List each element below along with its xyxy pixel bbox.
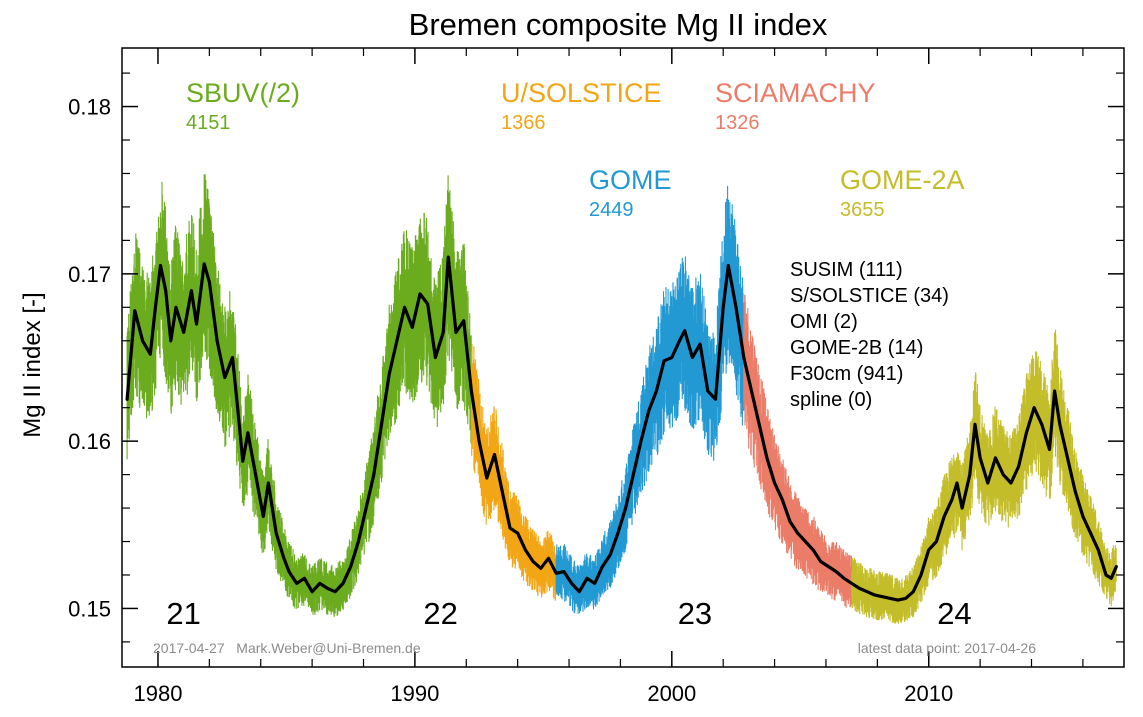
other-source-item: S/SOLSTICE (34)	[790, 285, 949, 307]
other-source-item: GOME-2B (14)	[790, 337, 923, 359]
instrument-count-gome-2a: 3655	[840, 199, 885, 221]
y-tick-label-3: 0.18	[68, 95, 111, 120]
instrument-count-u-solstice: 1366	[501, 112, 546, 134]
instrument-count-sbuv-2-: 4151	[186, 112, 231, 134]
cycle-label-24: 24	[937, 596, 971, 631]
x-tick-label-2000: 2000	[647, 681, 696, 706]
cycle-label-22: 22	[423, 596, 457, 631]
y-axis-label: Mg II index [-]	[19, 292, 46, 437]
instrument-label-gome-2a: GOME-2A	[840, 165, 965, 195]
other-source-item: SUSIM (111)	[790, 259, 903, 281]
data-layer	[125, 174, 1118, 624]
y-tick-label-0: 0.15	[68, 596, 111, 621]
chart-title: Bremen composite Mg II index	[409, 7, 828, 42]
y-tick-label-1: 0.16	[68, 429, 111, 454]
instrument-count-gome: 2449	[589, 199, 634, 221]
cycle-label-23: 23	[678, 596, 712, 631]
instrument-label-gome: GOME	[589, 165, 672, 195]
x-tick-label-1990: 1990	[390, 681, 439, 706]
other-source-item: OMI (2)	[790, 311, 858, 333]
footer-right: latest data point: 2017-04-26	[858, 640, 1036, 656]
y-tick-label-2: 0.17	[68, 262, 111, 287]
instrument-label-sciamachy: SCIAMACHY	[715, 78, 876, 108]
instrument-label-u-solstice: U/SOLSTICE	[501, 78, 662, 108]
axes-layer: 1980 1990 2000 2010 0.15 0.16 0.17 0.18	[68, 48, 1124, 706]
labels-layer: SBUV(/2) 4151 U/SOLSTICE 1366 SCIAMACHY 1326 G…	[166, 78, 971, 631]
instrument-label-sbuv-2-: SBUV(/2)	[186, 78, 300, 108]
other-source-item: F30cm (941)	[790, 363, 903, 385]
smoothed-series-line	[125, 255, 1118, 602]
x-tick-label-1980: 1980	[133, 681, 182, 706]
cycle-label-21: 21	[166, 596, 200, 631]
footer-left: 2017-04-27 Mark.Weber@Uni-Bremen.de	[153, 640, 421, 656]
other-source-item: spline (0)	[790, 389, 872, 411]
instrument-count-sciamachy: 1326	[715, 112, 760, 134]
raw-data-sbuv-2-	[126, 174, 472, 617]
x-tick-label-2010: 2010	[904, 681, 953, 706]
plot-frame	[121, 47, 1125, 668]
